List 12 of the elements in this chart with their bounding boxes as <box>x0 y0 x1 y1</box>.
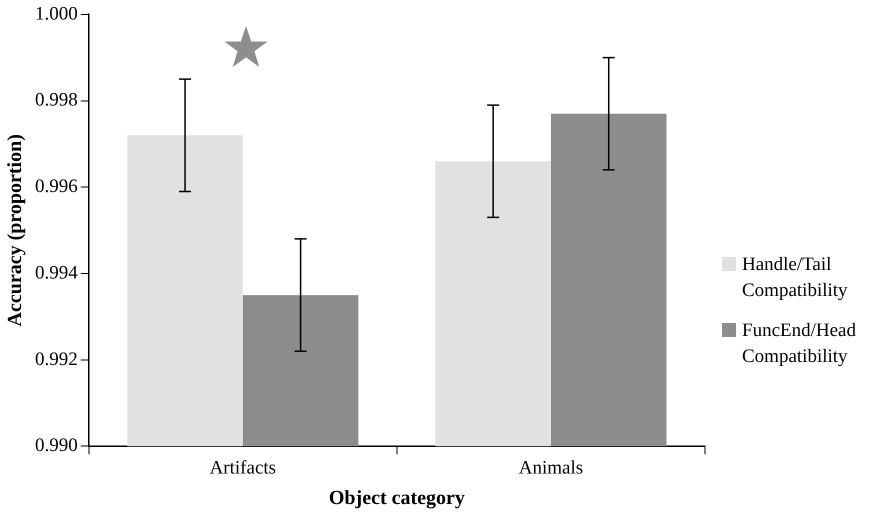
x-axis-title: Object category <box>328 487 465 510</box>
x-tick-label: Artifacts <box>210 458 276 479</box>
y-tick-label: 0.992 <box>35 348 78 370</box>
y-tick-label: 0.990 <box>35 435 78 456</box>
y-tick-label: 0.998 <box>35 90 78 111</box>
y-tick-label: 0.994 <box>35 262 78 284</box>
y-axis-title: Accuracy (proportion) <box>4 134 26 326</box>
legend-label: FuncEnd/Head Compatibility <box>742 319 857 369</box>
y-tick-label: 1.000 <box>35 3 78 24</box>
y-tick-label: 0.996 <box>35 176 78 198</box>
legend-label: Handle/Tail Compatibility <box>742 253 849 303</box>
x-tick-label: Animals <box>518 458 584 479</box>
